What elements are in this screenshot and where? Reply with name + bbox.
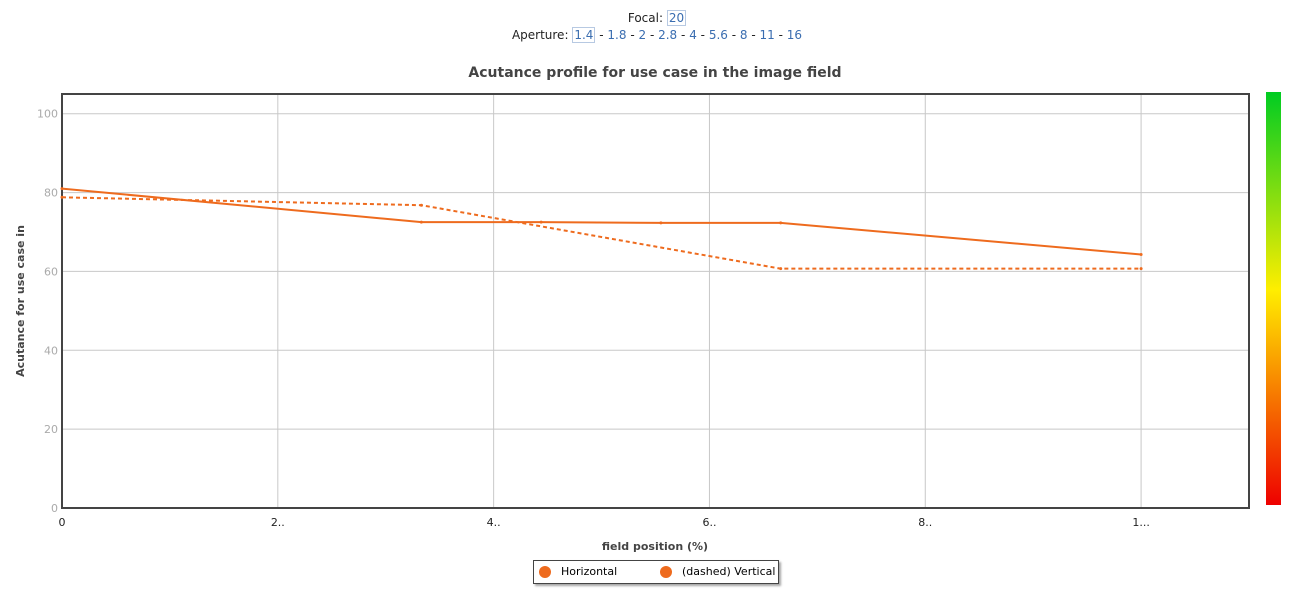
y-axis-label: Acutance for use case in: [14, 225, 27, 377]
legend-dot-icon: [539, 565, 551, 578]
series-lines: [60, 187, 1143, 271]
x-axis-label: field position (%): [602, 540, 708, 553]
series-line-horizontal[interactable]: [61, 187, 1142, 256]
focal-row: Focal: 20: [0, 10, 1299, 27]
data-point[interactable]: [60, 187, 64, 191]
aperture-option[interactable]: 16: [786, 28, 803, 42]
aperture-option[interactable]: 8: [739, 28, 748, 42]
y-axis-ticks: 0 20 40 60 80 100: [37, 108, 58, 515]
aperture-option[interactable]: 11: [759, 28, 775, 42]
aperture-option[interactable]: 5.6: [708, 28, 728, 42]
legend-label: (dashed) Vertical: [682, 565, 776, 578]
focal-label: Focal:: [627, 11, 664, 25]
y-tick-label: 20: [44, 423, 58, 436]
chart-controls: Focal: 20 Aperture: 1.4 - 1.8 - 2 - 2.8 …: [0, 10, 1299, 44]
focal-option[interactable]: 20: [666, 10, 687, 26]
data-point[interactable]: [779, 267, 783, 271]
aperture-separator: -: [681, 28, 690, 42]
plot-area-border: [61, 93, 1250, 509]
chart-title: Acutance profile for use case in the ima…: [468, 65, 841, 81]
data-point[interactable]: [419, 220, 423, 224]
data-point[interactable]: [1139, 267, 1143, 271]
data-point[interactable]: [779, 221, 783, 225]
aperture-separator: -: [731, 28, 740, 42]
aperture-option[interactable]: 2.8: [658, 28, 678, 42]
y-tick-label: 0: [51, 502, 58, 515]
y-tick-label: 100: [37, 108, 58, 121]
aperture-option[interactable]: 1.4: [572, 27, 596, 43]
aperture-label: Aperture:: [511, 28, 569, 42]
x-tick-label: 4..: [487, 516, 501, 529]
aperture-option[interactable]: 1.8: [607, 28, 627, 42]
x-tick-label: 1...: [1132, 516, 1150, 529]
x-axis-ticks: 0 2.. 4.. 6.. 8.. 1...: [59, 516, 1150, 529]
x-tick-label: 2..: [271, 516, 285, 529]
aperture-option[interactable]: 4: [689, 28, 697, 42]
aperture-separator: -: [599, 28, 608, 42]
data-point[interactable]: [1139, 252, 1143, 256]
series-line-vertical[interactable]: [61, 196, 1142, 270]
aperture-separator: -: [700, 28, 709, 42]
y-tick-label: 40: [44, 344, 58, 357]
aperture-separator: -: [649, 28, 659, 42]
x-tick-label: 0: [59, 516, 66, 529]
aperture-row: Aperture: 1.4 - 1.8 - 2 - 2.8 - 4 - 5.6 …: [0, 27, 1299, 44]
x-tick-label: 8..: [918, 516, 932, 529]
y-tick-label: 80: [44, 187, 58, 200]
data-point[interactable]: [60, 195, 64, 199]
legend-item-horizontal[interactable]: Horizontal: [539, 565, 617, 578]
legend-label: Horizontal: [561, 565, 618, 578]
aperture-separator: -: [751, 28, 760, 42]
x-tick-label: 6..: [702, 516, 716, 529]
aperture-separator: -: [630, 28, 639, 42]
y-tick-label: 60: [44, 265, 58, 278]
color-scale-bar: [1266, 92, 1281, 505]
legend-item-vertical[interactable]: (dashed) Vertical: [660, 565, 775, 578]
legend-dot-icon: [660, 565, 672, 578]
data-point[interactable]: [419, 203, 423, 207]
grid-lines: [61, 94, 1249, 509]
data-point[interactable]: [539, 220, 543, 224]
aperture-option[interactable]: 2: [638, 28, 647, 42]
chart-legend: Horizontal (dashed) Vertical: [533, 560, 779, 584]
data-point[interactable]: [659, 221, 663, 225]
aperture-separator: -: [778, 28, 787, 42]
